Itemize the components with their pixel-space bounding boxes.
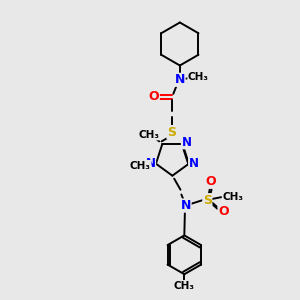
- Text: O: O: [218, 205, 229, 218]
- Text: O: O: [148, 90, 159, 103]
- Text: CH₃: CH₃: [223, 192, 244, 202]
- Text: S: S: [167, 126, 176, 139]
- Text: N: N: [146, 157, 155, 170]
- Text: N: N: [181, 199, 191, 212]
- Text: O: O: [206, 175, 216, 188]
- Text: CH₃: CH₃: [188, 72, 209, 82]
- Text: CH₃: CH₃: [138, 130, 159, 140]
- Text: S: S: [203, 194, 212, 207]
- Text: N: N: [189, 157, 199, 170]
- Text: CH₃: CH₃: [174, 280, 195, 291]
- Text: CH₃: CH₃: [130, 160, 151, 170]
- Text: N: N: [175, 73, 185, 86]
- Text: N: N: [182, 136, 191, 149]
